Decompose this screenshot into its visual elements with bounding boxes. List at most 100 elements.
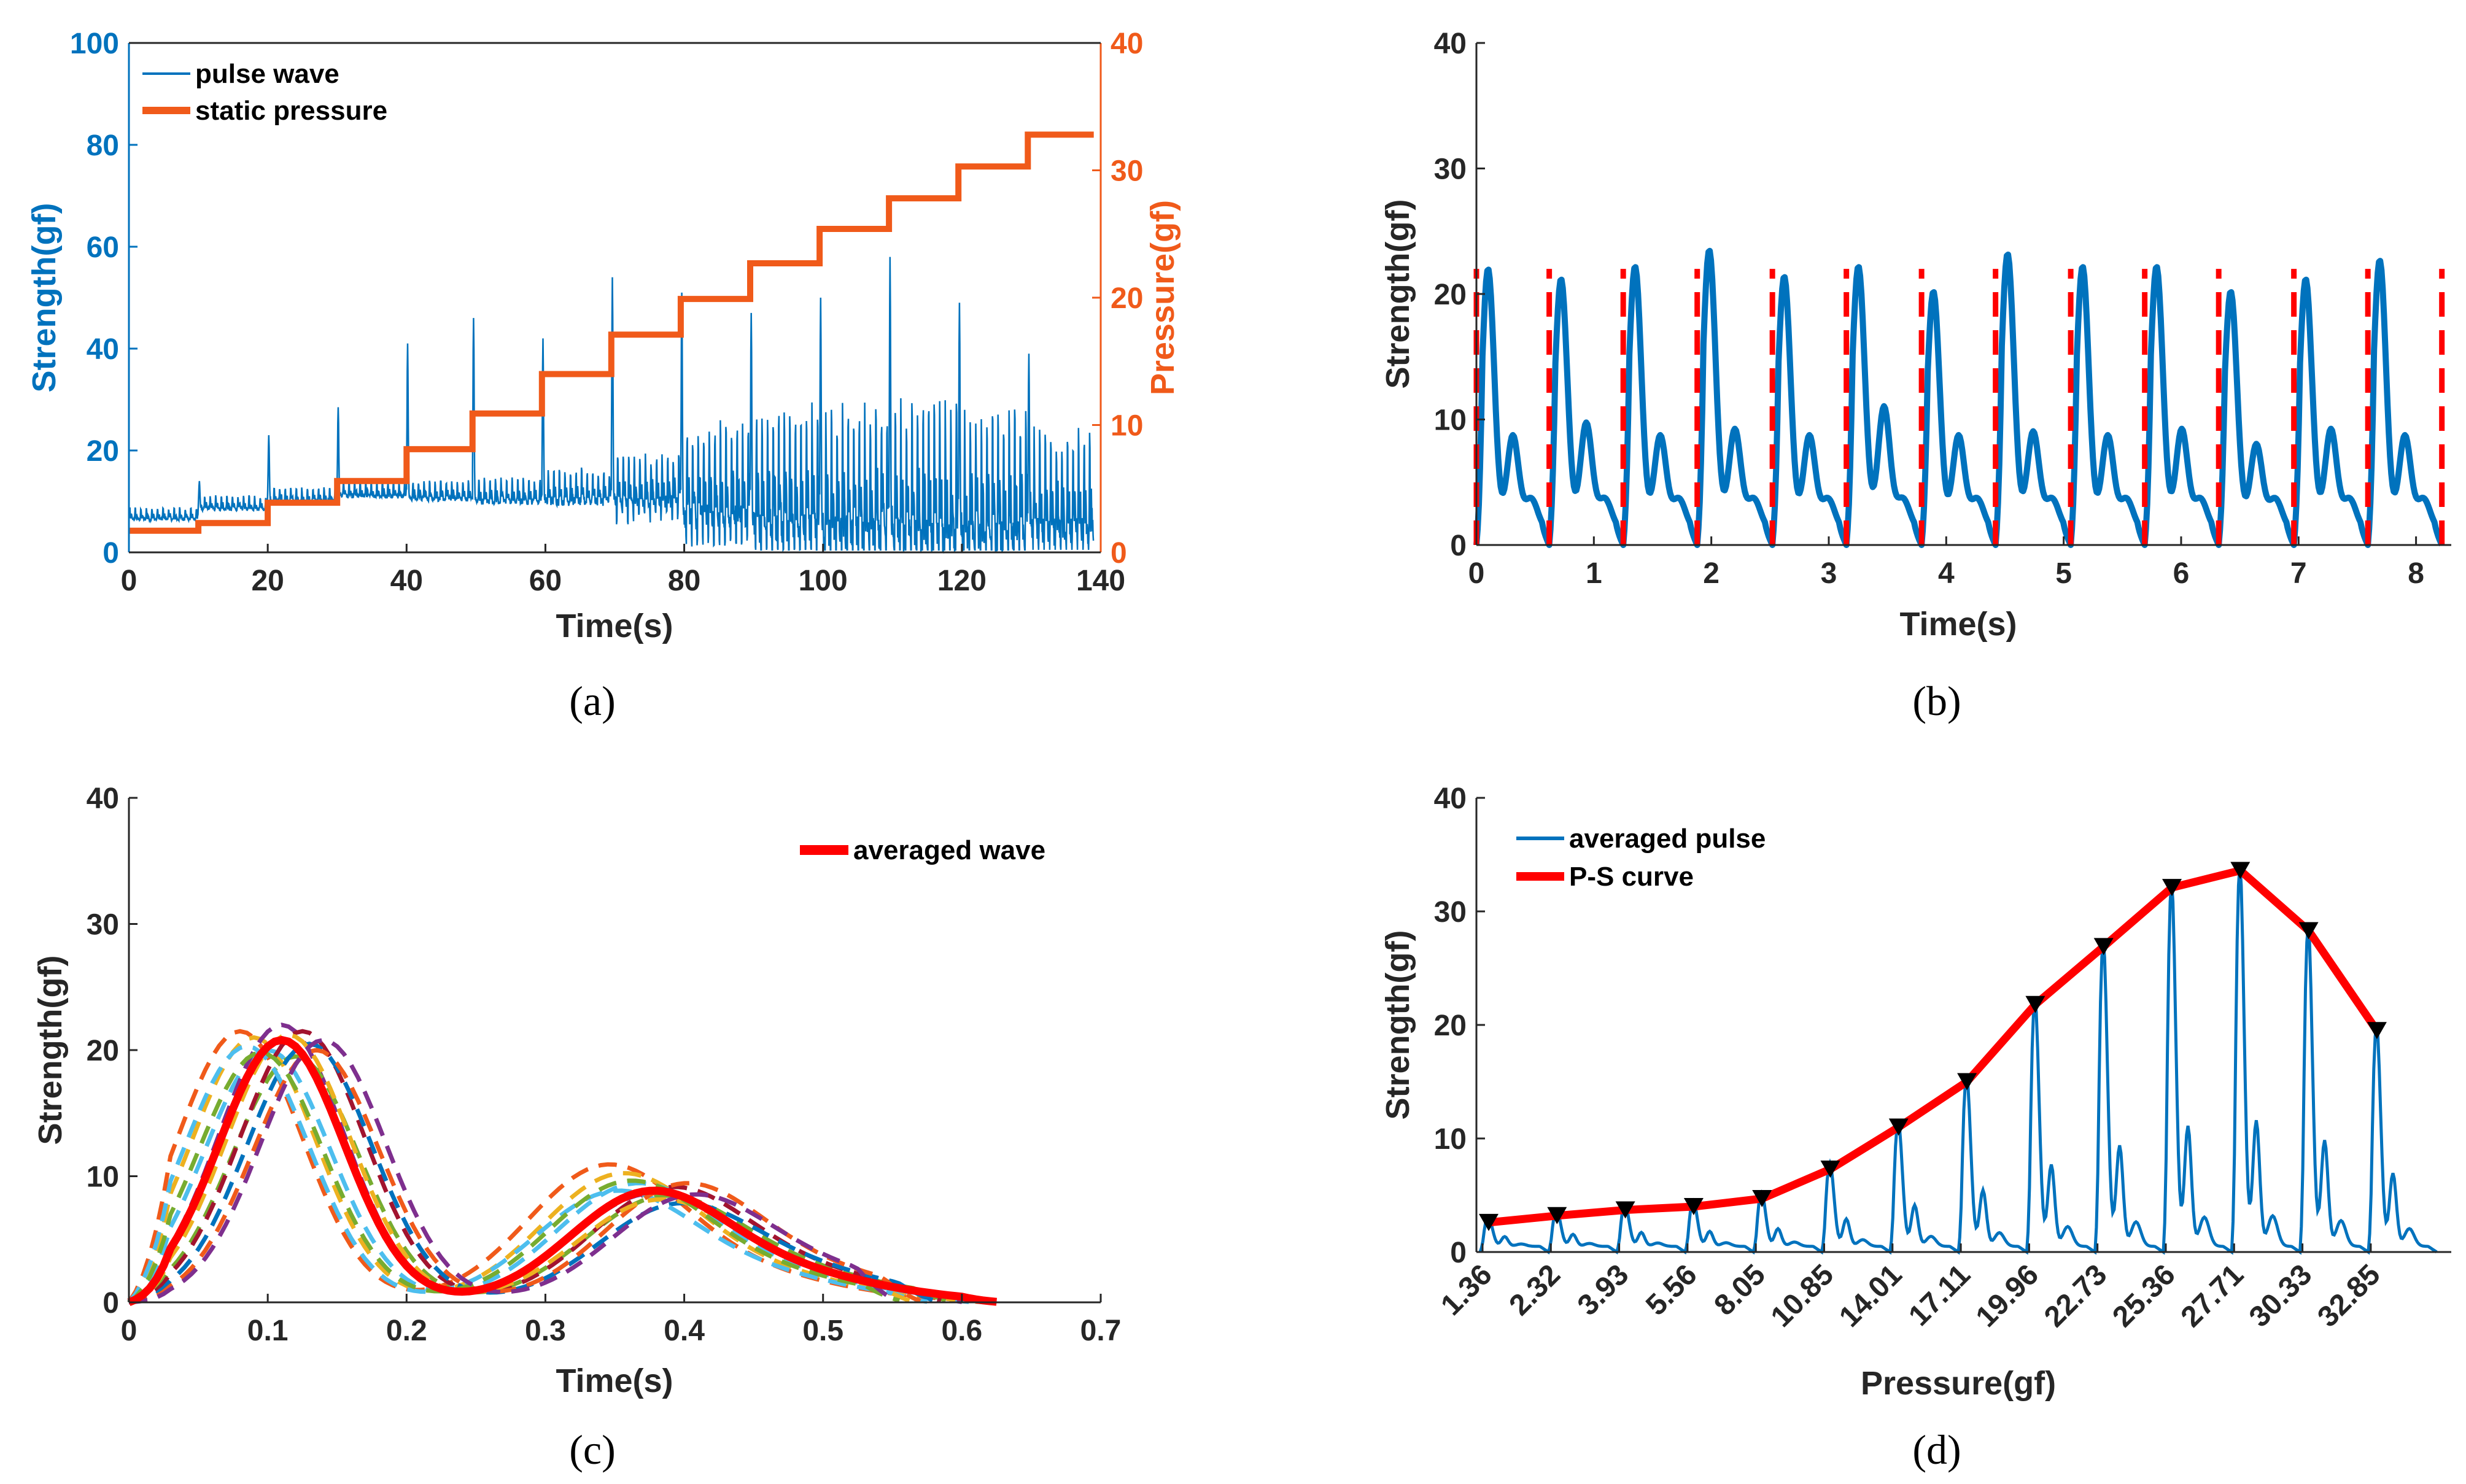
panel-b-series xyxy=(1473,247,2445,548)
legend-pulse-wave-label: pulse wave xyxy=(195,59,339,89)
b-xtick-label: 3 xyxy=(1821,557,1837,590)
c-xtick-label: 0 xyxy=(121,1315,138,1347)
averaged-pulse-line xyxy=(1478,864,2438,1255)
ps-marker xyxy=(2162,879,2182,897)
c-xtick-label: 0.4 xyxy=(664,1315,705,1347)
panel-b-caption: (b) xyxy=(1912,678,1961,724)
panel-b-ticks: 0 1 2 3 4 5 6 7 8 0 10 20 30 40 xyxy=(1434,28,2424,590)
a-xtick-label: 60 xyxy=(529,565,562,597)
a-xtick-label: 0 xyxy=(121,565,138,597)
d-xtick-label: 19.96 xyxy=(1970,1258,2045,1333)
b-ytick-label: 40 xyxy=(1434,28,1467,60)
ps-marker xyxy=(2025,995,2045,1013)
static-pressure-line xyxy=(129,131,1094,534)
d-xtick-label: 1.36 xyxy=(1435,1258,1499,1322)
panel-c-ticks: 0 0.1 0.2 0.3 0.4 0.5 0.6 0.7 0 10 20 30 40 xyxy=(87,783,1122,1347)
a-ytick-right-label: 10 xyxy=(1111,410,1143,442)
a-ytick-label: 40 xyxy=(87,333,119,366)
d-ytick-label: 0 xyxy=(1450,1237,1467,1269)
b-ytick-label: 20 xyxy=(1434,279,1467,311)
a-ytick-right-label: 0 xyxy=(1111,537,1127,570)
a-xtick-label: 80 xyxy=(668,565,700,597)
b-xtick-label: 5 xyxy=(2055,557,2072,590)
panel-d-xlabel: Pressure(gf) xyxy=(1861,1365,2056,1402)
d-xtick-label: 30.33 xyxy=(2243,1258,2318,1333)
panel-c-ylabel: Strength(gf) xyxy=(32,956,69,1145)
ps-marker xyxy=(1683,1198,1704,1215)
individual-wave-line xyxy=(128,1048,921,1305)
b-ytick-label: 0 xyxy=(1450,530,1467,562)
a-xtick-label: 20 xyxy=(251,565,284,597)
d-ytick-label: 10 xyxy=(1434,1123,1467,1156)
d-ytick-label: 40 xyxy=(1434,783,1467,815)
panel-d-caption: (d) xyxy=(1912,1426,1961,1473)
ps-marker xyxy=(1752,1190,1772,1208)
b-xtick-label: 1 xyxy=(1586,557,1602,590)
c-xtick-label: 0.5 xyxy=(802,1315,843,1347)
d-xtick-label: 10.85 xyxy=(1765,1258,1840,1333)
d-xtick-label: 17.11 xyxy=(1902,1258,1977,1332)
panel-d-series xyxy=(1478,862,2438,1255)
legend-static-pressure-label: static pressure xyxy=(195,96,387,126)
a-ytick-label: 80 xyxy=(87,129,119,162)
a-xtick-label: 100 xyxy=(799,565,848,597)
ps-marker xyxy=(1957,1073,1977,1091)
b-xtick-label: 2 xyxy=(1703,557,1720,590)
b-xtick-label: 4 xyxy=(1938,557,1955,590)
c-ytick-label: 40 xyxy=(87,783,119,815)
ps-marker xyxy=(2367,1022,2387,1040)
averaged-wave-line xyxy=(127,1035,998,1307)
panel-a-series xyxy=(128,131,1095,554)
b-xtick-label: 0 xyxy=(1468,557,1485,590)
d-xtick-label: 5.56 xyxy=(1640,1258,1704,1322)
panel-d-ylabel: Strength(gf) xyxy=(1379,930,1416,1120)
c-xtick-label: 0.7 xyxy=(1080,1315,1122,1347)
panel-a-legend: pulse wave static pressure xyxy=(142,59,387,126)
d-xtick-label: 22.73 xyxy=(2038,1258,2113,1333)
b-ytick-label: 30 xyxy=(1434,153,1467,186)
ps-marker xyxy=(1820,1160,1840,1178)
a-xtick-label: 140 xyxy=(1076,565,1125,597)
panel-c-legend: averaged wave xyxy=(800,835,1045,865)
a-ytick-label: 60 xyxy=(87,231,119,264)
panel-a-caption: (a) xyxy=(569,678,615,724)
a-xtick-label: 120 xyxy=(937,565,987,597)
individual-wave-line xyxy=(128,1054,956,1305)
ps-marker xyxy=(2298,922,2319,940)
panel-b-xlabel: Time(s) xyxy=(1899,606,2017,643)
ps-marker xyxy=(1479,1213,1499,1231)
c-ytick-label: 30 xyxy=(87,909,119,941)
panel-b-ylabel: Strength(gf) xyxy=(1379,199,1416,389)
d-xtick-label: 32.85 xyxy=(2311,1258,2386,1333)
c-xtick-label: 0.6 xyxy=(941,1315,982,1347)
a-ytick-right-label: 20 xyxy=(1111,282,1143,315)
b-ytick-label: 10 xyxy=(1434,404,1467,437)
d-ytick-label: 30 xyxy=(1434,896,1467,929)
d-ytick-label: 20 xyxy=(1434,1010,1467,1042)
panel-c-series xyxy=(127,1022,998,1307)
pulse-wave-line xyxy=(128,257,1095,554)
ps-marker xyxy=(2230,862,2251,879)
a-ytick-label: 20 xyxy=(87,435,119,468)
individual-wave-line xyxy=(127,1050,901,1304)
a-ytick-right-label: 40 xyxy=(1111,28,1143,60)
b-xtick-label: 7 xyxy=(2290,557,2307,590)
c-xtick-label: 0.2 xyxy=(386,1315,427,1347)
legend-averaged-pulse-label: averaged pulse xyxy=(1569,824,1766,854)
legend-ps-curve-label: P-S curve xyxy=(1569,862,1694,892)
b-xtick-label: 6 xyxy=(2173,557,2190,590)
c-xtick-label: 0.1 xyxy=(247,1315,289,1347)
d-xtick-label: 3.93 xyxy=(1572,1258,1635,1322)
d-xtick-label: 14.01 xyxy=(1833,1258,1908,1333)
panel-a-ylabel-right: Pressure(gf) xyxy=(1144,200,1181,395)
panel-a: 0 20 40 60 80 100 120 140020406080100010203040 … xyxy=(26,28,1181,724)
panel-c-caption: (c) xyxy=(569,1426,615,1473)
d-xtick-label: 27.71 xyxy=(2175,1258,2250,1333)
individual-wave-line xyxy=(128,1038,894,1305)
b-xtick-label: 8 xyxy=(2408,557,2424,590)
